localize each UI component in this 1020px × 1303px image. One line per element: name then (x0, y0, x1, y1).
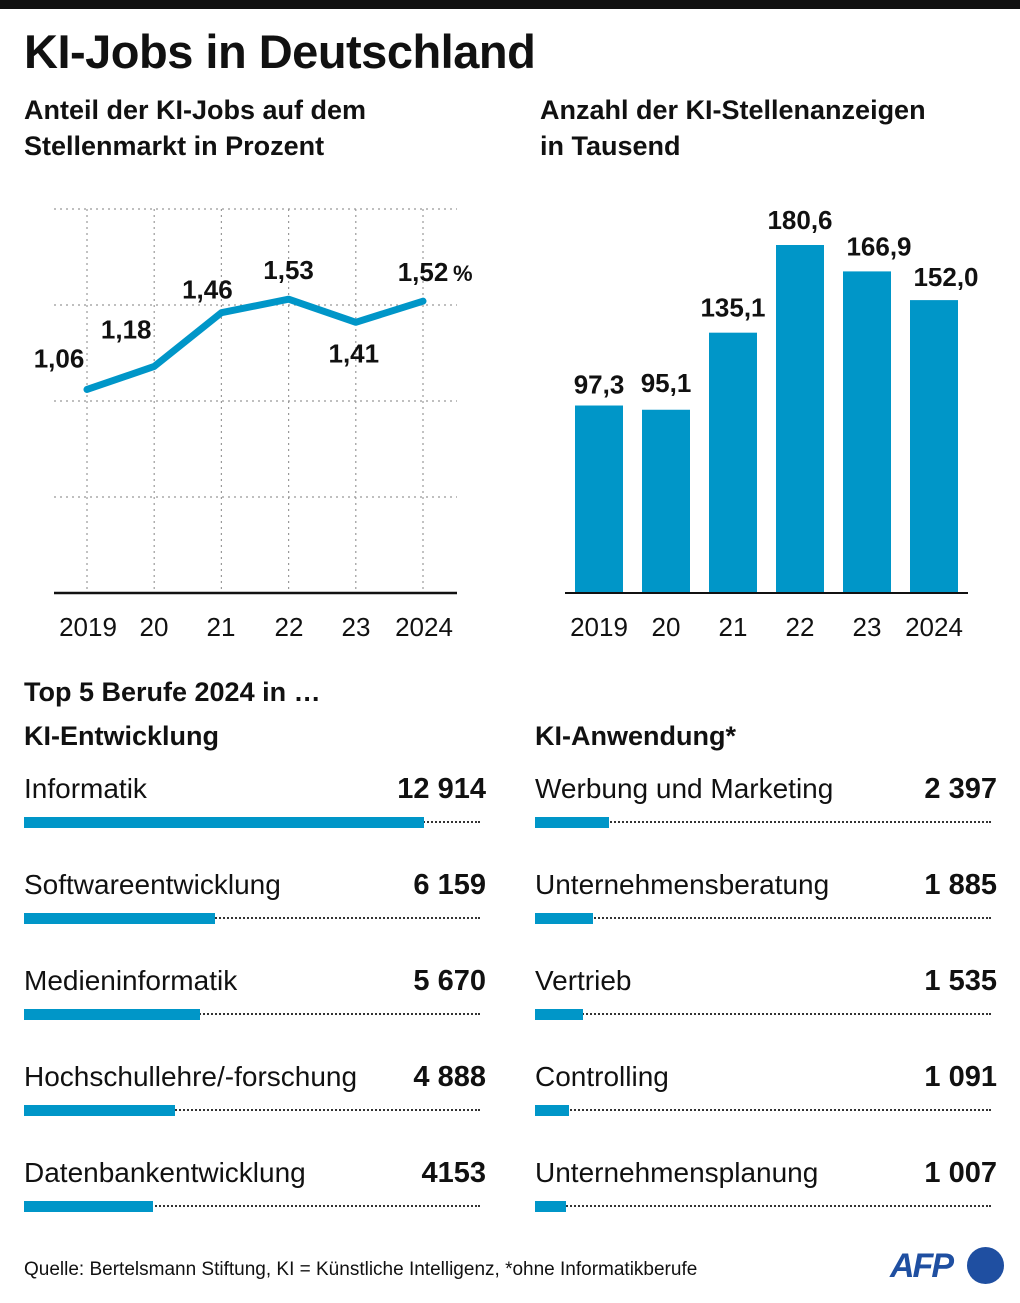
page-title: KI-Jobs in Deutschland (24, 25, 536, 78)
data-label: 1,18 (101, 314, 152, 344)
ranking-row-ki-entwicklung: Informatik 12 914 (24, 772, 486, 842)
ranking-bar (535, 1009, 583, 1020)
source-note: Quelle: Bertelsmann Stiftung, KI = Künst… (24, 1259, 698, 1280)
ranking-label: Hochschullehre/-forschung (24, 1061, 358, 1092)
data-label: 97,3 (574, 370, 625, 400)
x-tick-label: 22 (786, 612, 815, 642)
ranking-bar (535, 1105, 569, 1116)
x-tick-label: 23 (853, 612, 882, 642)
top-band (0, 0, 1020, 9)
ranking-value: 4 888 (413, 1061, 486, 1093)
afp-logo: AFP (890, 1244, 1005, 1288)
ranking-row-ki-entwicklung: Hochschullehre/-forschung 4 888 (24, 1060, 486, 1130)
line-chart-title-line-2: Stellenmarkt in Prozent (24, 131, 325, 161)
section-title: Top 5 Berufe 2024 in … (24, 677, 321, 707)
bar-chart-title-line-2: in Tausend (540, 131, 681, 161)
ranking-value: 5 670 (413, 965, 486, 997)
ranking-bar (24, 1105, 175, 1116)
x-tick-label: 2024 (905, 612, 963, 642)
ranking-track (535, 1205, 991, 1207)
data-label: 1,53 (263, 255, 314, 285)
x-tick-label: 23 (342, 612, 371, 642)
data-label: 152,0 (913, 262, 978, 292)
ranking-track (535, 1109, 991, 1111)
afp-logo-text: AFP (890, 1247, 954, 1285)
ranking-label: Vertrieb (535, 965, 632, 996)
ranking-label: Werbung und Marketing (535, 773, 834, 804)
ranking-row-ki-entwicklung: Softwareentwicklung 6 159 (24, 868, 486, 938)
ranking-row-ki-anwendung: Vertrieb 1 535 (535, 964, 997, 1034)
x-tick-label: 20 (140, 612, 169, 642)
group-title-ki-entwicklung: KI-Entwicklung (24, 721, 219, 751)
ranking-value: 12 914 (397, 773, 486, 805)
ranking-label: Controlling (535, 1061, 669, 1092)
unit-label: % (453, 261, 473, 286)
data-label: 1,06 (34, 343, 85, 373)
series-line (83, 295, 427, 393)
x-tick-label: 21 (207, 612, 236, 642)
bar (776, 245, 824, 593)
x-tick-label: 2024 (395, 612, 453, 642)
ranking-track (24, 1205, 480, 1207)
ranking-label: Unternehmensplanung (535, 1157, 819, 1188)
data-label: 95,1 (641, 368, 692, 398)
ranking-track (24, 917, 480, 919)
x-tick-label: 20 (652, 612, 681, 642)
ranking-row-ki-anwendung: Controlling 1 091 (535, 1060, 997, 1130)
ranking-bar (24, 1201, 153, 1212)
ranking-bar (535, 817, 609, 828)
ranking-value: 2 397 (924, 773, 997, 805)
bar-chart-title: Anzahl der KI-Stellenanzeigen in Tausend (540, 92, 1010, 164)
bar (709, 332, 757, 593)
line-chart-title-line-1: Anteil der KI-Jobs auf dem (24, 95, 367, 125)
data-label: 135,1 (700, 293, 765, 323)
bar (910, 300, 958, 593)
ranking-row-ki-anwendung: Unternehmensplanung 1 007 (535, 1156, 997, 1226)
ranking-label: Datenbankentwicklung (24, 1157, 306, 1188)
ranking-row-ki-anwendung: Werbung und Marketing 2 397 (535, 772, 997, 842)
ranking-row-ki-anwendung: Unternehmensberatung 1 885 (535, 868, 997, 938)
ranking-value: 4153 (421, 1157, 486, 1189)
data-label: 1,41 (328, 338, 379, 368)
ranking-row-ki-entwicklung: Datenbankentwicklung 4153 (24, 1156, 486, 1226)
ranking-bar (24, 817, 424, 828)
data-label: 166,9 (846, 231, 911, 261)
bar (575, 405, 623, 593)
ranking-value: 1 535 (924, 965, 997, 997)
x-tick-label: 21 (719, 612, 748, 642)
x-tick-label: 2019 (59, 612, 117, 642)
ranking-value: 1 007 (924, 1157, 997, 1189)
ranking-bar (535, 1201, 566, 1212)
ranking-row-ki-entwicklung: Medieninformatik 5 670 (24, 964, 486, 1034)
ranking-bar (24, 1009, 200, 1020)
group-title-ki-anwendung: KI-Anwendung* (535, 721, 736, 751)
ranking-track (535, 917, 991, 919)
x-tick-label: 22 (275, 612, 304, 642)
ranking-label: Softwareentwicklung (24, 869, 281, 900)
ranking-label: Unternehmensberatung (535, 869, 830, 900)
ranking-track (535, 1013, 991, 1015)
ranking-label: Medieninformatik (24, 965, 238, 996)
bar-chart-title-line-1: Anzahl der KI-Stellenanzeigen (540, 95, 926, 125)
ranking-track (535, 821, 991, 823)
ranking-value: 1 885 (924, 869, 997, 901)
ranking-track (24, 1109, 480, 1111)
line-chart: 1,06 1,18 1,46 1,53 1,41 1,52 % 2019 20 21 22 23 202… (34, 208, 473, 642)
data-label: 180,6 (767, 205, 832, 235)
ranking-label: Informatik (24, 773, 147, 804)
ranking-value: 6 159 (413, 869, 486, 901)
ranking-value: 1 091 (924, 1061, 997, 1093)
bar (843, 271, 891, 593)
data-label: 1,46 (182, 275, 233, 305)
ranking-track (24, 1013, 480, 1015)
bar (642, 409, 690, 593)
ranking-bar (535, 913, 593, 924)
ranking-bar (24, 913, 215, 924)
x-tick-label: 2019 (570, 612, 628, 642)
data-label: 1,52 (398, 257, 449, 287)
afp-logo-dot-icon (967, 1247, 1004, 1284)
line-chart-title: Anteil der KI-Jobs auf dem Stellenmarkt … (24, 92, 494, 164)
